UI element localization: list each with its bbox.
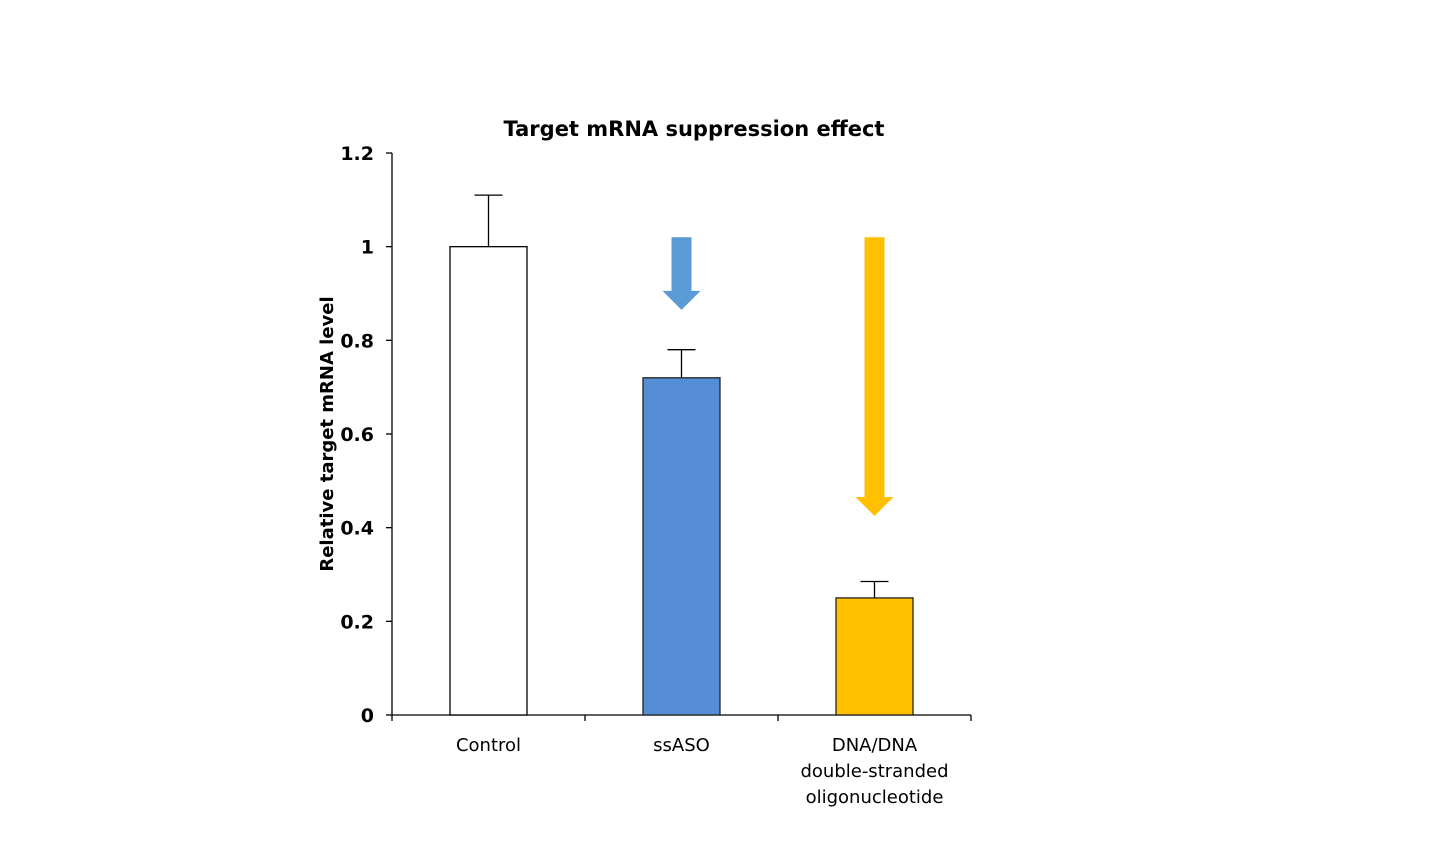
x-tick-label: ssASO [653, 735, 710, 756]
y-axis-label: Relative target mRNA level [317, 296, 338, 571]
chart-title: Target mRNA suppression effect [504, 117, 885, 141]
bar [449, 246, 528, 716]
y-tick-label: 1 [361, 237, 374, 259]
axes: 0 0.2 0.4 0.6 0.8 1 1.2 Control ssASO DNA/DNA doub… [340, 143, 972, 808]
x-tick-label: double-stranded [800, 761, 948, 782]
y-tick-label: 0.6 [340, 424, 374, 446]
down-arrow-icon [855, 237, 894, 516]
x-tick-label: DNA/DNA [832, 735, 918, 756]
y-tick-label: 1.2 [340, 143, 374, 165]
down-arrow-icon [662, 237, 701, 310]
x-tick-label: Control [456, 735, 521, 756]
bar [835, 597, 914, 716]
y-tick-label: 0 [361, 705, 374, 727]
bar [642, 377, 721, 716]
annotation-arrows [662, 237, 894, 516]
y-tick-label: 0.4 [340, 518, 374, 540]
x-tick-label: oligonucleotide [806, 787, 944, 808]
bars [449, 194, 914, 716]
y-tick-label: 0.8 [340, 330, 374, 352]
y-tick-label: 0.2 [340, 611, 374, 633]
